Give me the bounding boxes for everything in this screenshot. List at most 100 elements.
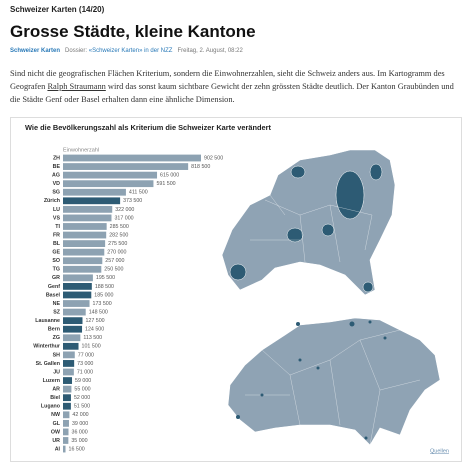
cartogram-borders [250,194,373,263]
category-label: GR [52,275,60,281]
value-label: 124 500 [85,327,104,333]
cartogram-cities [229,163,383,293]
category-label: JU [53,369,60,375]
category-label: ZH [53,155,60,161]
value-label: 285 500 [110,224,129,230]
category-label: GL [53,421,61,427]
category-label: NW [51,412,60,418]
category-label: Zürich [44,198,60,204]
category-label: LU [53,207,60,213]
category-label: Bern [48,327,60,333]
bar [63,205,113,213]
category-label: AR [52,387,60,393]
value-label: 71 000 [77,369,93,375]
bar [63,188,126,196]
value-label: 52 000 [74,395,90,401]
bar [63,171,158,179]
value-label: 127 500 [85,318,104,324]
bar [63,231,107,239]
value-label: 275 500 [108,241,127,247]
value-label: 42 000 [72,412,88,418]
value-label: 818 500 [191,164,210,170]
bar [63,419,69,427]
value-label: 35 000 [71,438,87,444]
category-label: SZ [53,309,61,315]
value-label: 250 500 [104,267,123,273]
value-label: 195 500 [96,275,115,281]
headline: Grosse Städte, kleine Kantone [10,22,256,41]
bar [63,300,90,307]
category-label: AG [52,173,60,179]
category-label: VS [53,215,61,221]
category-label: VD [53,181,61,187]
paragraph: Sind nicht die geografischen Flächen Kri… [10,67,466,106]
bar [63,377,73,384]
kicker: Schweizer Karten (14/20) [10,5,105,14]
value-label: 148 500 [89,309,108,315]
bar [63,317,83,325]
axis-label: Einwohnerzahl [63,147,99,153]
bar [63,334,81,342]
bar [63,385,72,393]
value-label: 55 000 [74,387,90,393]
bar [63,214,112,222]
bar [63,163,189,170]
category-label: Genf [48,284,60,290]
value-label: 902 500 [204,155,223,161]
bar [63,411,70,419]
section-link[interactable]: Schweizer Karten [10,48,61,54]
category-label: Lugano [41,404,61,410]
meta: Schweizer Karten Dossier: «Schweizer Kar… [10,48,243,54]
category-label: SO [52,258,60,264]
value-label: 373 500 [123,198,142,204]
value-label: 77 000 [78,352,94,358]
value-label: 257 000 [105,258,124,264]
bar [63,360,75,367]
bar [63,197,121,205]
bar [63,257,103,265]
category-label: St. Gallen [36,361,60,367]
value-label: 411 500 [129,190,148,196]
value-label: 322 000 [115,207,134,213]
dossier-link[interactable]: «Schweizer Karten» in der NZZ [88,48,173,54]
category-label: Luzern [43,378,60,384]
value-label: 101 500 [82,344,101,350]
category-label: SH [53,352,61,358]
chart-box: Wie die Bevölkerungszahl als Kriterium d… [10,117,462,462]
category-label: Basel [46,292,61,298]
switzerland-map [227,317,441,446]
bar [63,283,92,290]
category-label: UR [52,438,60,444]
bar [63,351,75,359]
category-label: Biel [50,395,60,401]
bar [63,368,74,376]
value-label: 282 500 [109,232,128,238]
bar [63,402,71,410]
cartogram [221,149,396,296]
source-link[interactable]: Quellen [430,448,449,454]
category-label: AI [55,446,61,452]
value-label: 51 500 [74,404,90,410]
category-label: GE [52,250,60,256]
bar [63,342,79,350]
value-label: 73 000 [77,361,93,367]
chart-title: Wie die Bevölkerungszahl als Kriterium d… [25,123,272,132]
category-label: OW [51,429,60,435]
category-label: SG [52,190,60,196]
value-label: 173 500 [93,301,112,307]
bar [63,180,154,188]
category-label: Winterthur [33,344,60,350]
bar [63,248,105,256]
bar [63,274,93,282]
category-label: BE [53,164,61,170]
value-label: 317 000 [114,215,133,221]
dossier-label: Dossier: [65,48,88,54]
author-link[interactable]: Ralph Straumann [47,82,106,91]
value-label: 615 000 [160,173,179,179]
map-borders [245,329,421,446]
bar [63,223,107,230]
bar [63,265,102,273]
value-label: 39 000 [72,421,88,427]
category-label: ZG [53,335,60,341]
